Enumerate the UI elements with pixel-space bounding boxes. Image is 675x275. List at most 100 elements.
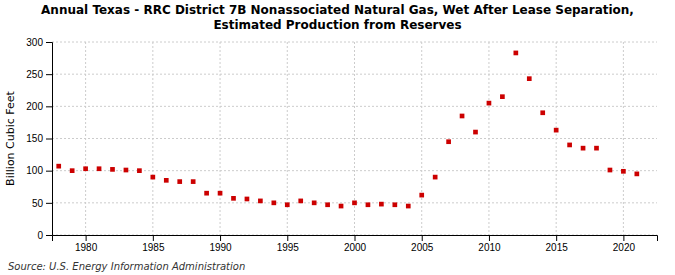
x-axis-line xyxy=(53,236,658,242)
x-tick-label: 2000 xyxy=(344,242,367,253)
source-note: Source: U.S. Energy Information Administ… xyxy=(8,261,245,272)
x-tick-mark xyxy=(153,235,154,241)
x-tick-mark xyxy=(86,235,87,241)
y-grid-line xyxy=(52,170,657,171)
point xyxy=(513,51,518,56)
point xyxy=(285,202,290,207)
point xyxy=(191,179,196,184)
x-tick: 1990 xyxy=(209,235,232,253)
grid xyxy=(52,42,657,235)
x-tick-label: 2005 xyxy=(411,242,434,253)
point xyxy=(433,175,438,180)
points xyxy=(56,51,639,209)
x-tick-label: 1995 xyxy=(277,242,300,253)
point xyxy=(245,197,250,202)
y-grid-line xyxy=(52,74,657,75)
x-grid-line xyxy=(354,42,355,235)
point xyxy=(446,139,451,144)
x-tick: 1980 xyxy=(75,235,98,253)
x-tick-mark xyxy=(489,235,490,241)
point xyxy=(540,110,545,115)
x-tick: 2010 xyxy=(478,235,501,253)
y-tick-label: 0 xyxy=(37,230,43,241)
point xyxy=(366,202,371,207)
y-tick-label: 50 xyxy=(32,198,44,209)
point xyxy=(527,76,532,81)
y-tick-mark xyxy=(46,235,52,236)
y-grid-line xyxy=(52,42,657,43)
y-tick-mark xyxy=(46,74,52,75)
point xyxy=(110,167,115,172)
y-tick: 250 xyxy=(26,69,52,80)
y-grid-line xyxy=(52,138,657,139)
x-tick: 2005 xyxy=(411,235,434,253)
point xyxy=(406,204,411,209)
x-axis: 1980 1985 1990 1995 2000 2005 2010 2015 2020 xyxy=(53,235,658,253)
chart: 1980 1985 1990 1995 2000 2005 2010 2015 2020 0 50 1… xyxy=(0,0,675,275)
y-tick: 300 xyxy=(26,37,52,48)
point xyxy=(339,204,344,209)
x-grid-line xyxy=(623,42,624,235)
y-axis: 0 50 100 150 200 250 300 xyxy=(26,37,52,241)
point xyxy=(231,196,236,201)
x-tick-mark xyxy=(556,235,557,241)
x-tick-mark xyxy=(220,235,221,241)
y-tick: 150 xyxy=(26,133,52,144)
point xyxy=(325,202,330,207)
x-tick: 1995 xyxy=(277,235,300,253)
point xyxy=(177,179,182,184)
point xyxy=(473,130,478,135)
point xyxy=(298,199,303,204)
y-tick-label: 200 xyxy=(26,101,43,112)
y-tick: 100 xyxy=(26,165,52,176)
y-tick-mark xyxy=(46,203,52,204)
point xyxy=(581,146,586,151)
x-tick-label: 2020 xyxy=(613,242,636,253)
y-tick-mark xyxy=(46,171,52,172)
point xyxy=(164,178,169,183)
x-tick: 2015 xyxy=(546,235,569,253)
point xyxy=(97,166,102,171)
point xyxy=(83,166,88,171)
point xyxy=(137,168,142,173)
point xyxy=(352,200,357,205)
point xyxy=(312,200,317,205)
x-tick-label: 1990 xyxy=(209,242,232,253)
y-axis-title: Billion Cubic Feet xyxy=(4,90,17,185)
point xyxy=(392,202,397,207)
y-tick: 50 xyxy=(32,198,52,209)
point xyxy=(487,101,492,106)
point xyxy=(271,200,276,205)
point xyxy=(594,146,599,151)
x-tick: 2000 xyxy=(344,235,367,253)
point xyxy=(218,191,223,196)
point xyxy=(634,172,639,177)
point xyxy=(56,164,61,169)
point xyxy=(419,193,424,198)
point xyxy=(621,169,626,174)
y-tick-mark xyxy=(46,42,52,43)
x-tick-mark xyxy=(355,235,356,241)
point xyxy=(554,128,559,133)
y-tick-mark xyxy=(46,106,52,107)
point xyxy=(124,168,129,173)
y-grid-line xyxy=(52,106,657,107)
y-tick: 200 xyxy=(26,101,52,112)
x-tick: 1985 xyxy=(142,235,165,253)
y-axis-line xyxy=(46,43,53,236)
x-tick-label: 1985 xyxy=(142,242,165,253)
point xyxy=(608,168,613,173)
y-tick-label: 150 xyxy=(26,133,43,144)
point xyxy=(500,94,505,99)
point xyxy=(204,191,209,196)
x-tick-label: 2015 xyxy=(546,242,569,253)
plot-area: 1980 1985 1990 1995 2000 2005 2010 2015 2020 0 50 1… xyxy=(26,37,657,253)
point xyxy=(567,143,572,148)
x-tick-mark xyxy=(287,235,288,241)
x-tick: 2020 xyxy=(613,235,636,253)
x-tick-mark xyxy=(623,235,624,241)
point xyxy=(258,199,263,204)
title: Annual Texas - RRC District 7B Nonassoci… xyxy=(41,3,634,32)
x-tick-label: 2010 xyxy=(478,242,501,253)
x-tick-label: 1980 xyxy=(75,242,98,253)
